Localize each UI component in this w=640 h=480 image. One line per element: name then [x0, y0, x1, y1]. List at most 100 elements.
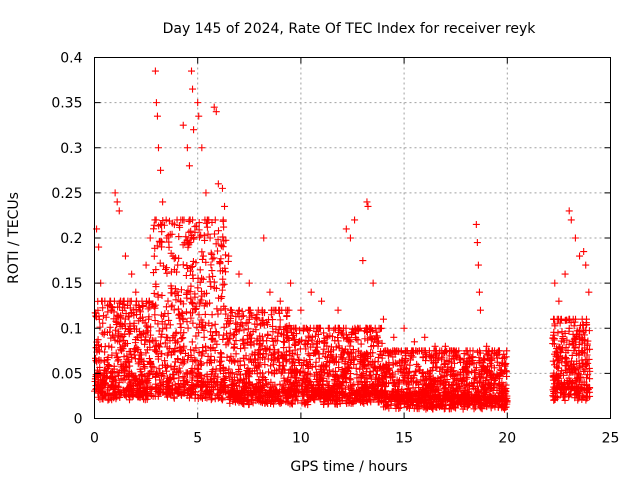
data-point — [274, 348, 282, 356]
data-point — [104, 302, 112, 310]
data-point — [256, 393, 264, 401]
data-point — [219, 364, 227, 372]
data-point — [126, 297, 134, 305]
data-point — [191, 356, 199, 364]
data-point — [224, 339, 232, 347]
data-point — [262, 380, 270, 388]
data-point — [219, 335, 227, 343]
data-point — [133, 333, 141, 341]
data-point — [162, 216, 170, 224]
data-point — [168, 230, 176, 238]
data-point — [133, 325, 141, 333]
data-point — [177, 323, 185, 331]
data-point — [196, 371, 204, 379]
y-tick-label: 0.35 — [51, 96, 82, 112]
data-point — [139, 329, 147, 337]
y-axis-title: ROTI / TECUs — [6, 192, 22, 284]
data-point — [104, 308, 112, 316]
data-point — [246, 332, 254, 340]
data-point — [261, 399, 269, 407]
data-point — [212, 240, 220, 248]
data-point — [217, 349, 225, 357]
data-point — [223, 330, 231, 338]
data-point — [209, 272, 217, 280]
data-point — [283, 388, 291, 396]
data-point — [152, 266, 160, 274]
data-point — [151, 216, 159, 224]
data-point — [108, 351, 116, 359]
data-point — [155, 342, 163, 350]
data-point — [256, 379, 264, 387]
data-point — [119, 300, 127, 308]
data-point — [207, 328, 215, 336]
data-point — [136, 394, 144, 402]
data-point — [285, 369, 293, 377]
data-point — [242, 370, 250, 378]
data-point — [254, 306, 262, 314]
data-point — [228, 357, 236, 365]
data-point — [163, 324, 171, 332]
data-point — [244, 325, 252, 333]
data-point — [276, 388, 284, 396]
data-point — [108, 343, 116, 351]
data-point — [175, 364, 183, 372]
data-point — [175, 221, 183, 229]
data-point — [201, 310, 209, 318]
data-point — [240, 375, 248, 383]
data-point — [199, 323, 207, 331]
data-point — [232, 337, 240, 345]
data-point — [164, 310, 172, 318]
data-point — [180, 381, 188, 389]
data-point — [280, 338, 288, 346]
data-point — [196, 300, 204, 308]
data-point — [183, 294, 191, 302]
data-point — [217, 378, 225, 386]
data-point — [180, 344, 188, 352]
data-point — [242, 319, 250, 327]
data-point — [323, 377, 331, 385]
x-tick-label: 25 — [602, 431, 620, 447]
data-point — [95, 315, 103, 323]
data-point — [247, 355, 255, 363]
data-point — [246, 367, 254, 375]
data-point — [217, 350, 225, 358]
data-point — [218, 242, 226, 250]
data-point — [203, 359, 211, 367]
data-point — [178, 310, 186, 318]
data-point — [188, 338, 196, 346]
x-axis-title: GPS time / hours — [290, 459, 407, 475]
data-point — [150, 252, 158, 260]
data-point — [149, 300, 157, 308]
data-point — [127, 350, 135, 358]
data-point — [222, 236, 230, 244]
data-point — [275, 365, 283, 373]
data-point — [219, 394, 227, 402]
data-point — [139, 377, 147, 385]
data-point — [203, 371, 211, 379]
data-point — [158, 221, 166, 229]
data-point — [111, 336, 119, 344]
data-point — [130, 345, 138, 353]
data-point — [237, 371, 245, 379]
data-point — [92, 382, 100, 390]
data-point — [125, 391, 133, 399]
data-point — [187, 227, 195, 235]
data-point — [100, 379, 108, 387]
data-point — [220, 302, 228, 310]
data-point — [194, 394, 202, 402]
data-point — [219, 233, 227, 241]
x-tick-label: 0 — [90, 431, 99, 447]
data-point — [241, 344, 249, 352]
data-point — [182, 233, 190, 241]
data-point — [211, 230, 219, 238]
data-point — [174, 386, 182, 394]
y-tick-label: 0.4 — [60, 51, 82, 67]
data-point — [151, 304, 159, 312]
data-point — [214, 310, 222, 318]
data-point — [189, 216, 197, 224]
data-point — [94, 341, 102, 349]
data-point — [259, 309, 267, 317]
data-point — [245, 356, 253, 364]
data-point — [211, 382, 219, 390]
data-point — [143, 395, 151, 403]
